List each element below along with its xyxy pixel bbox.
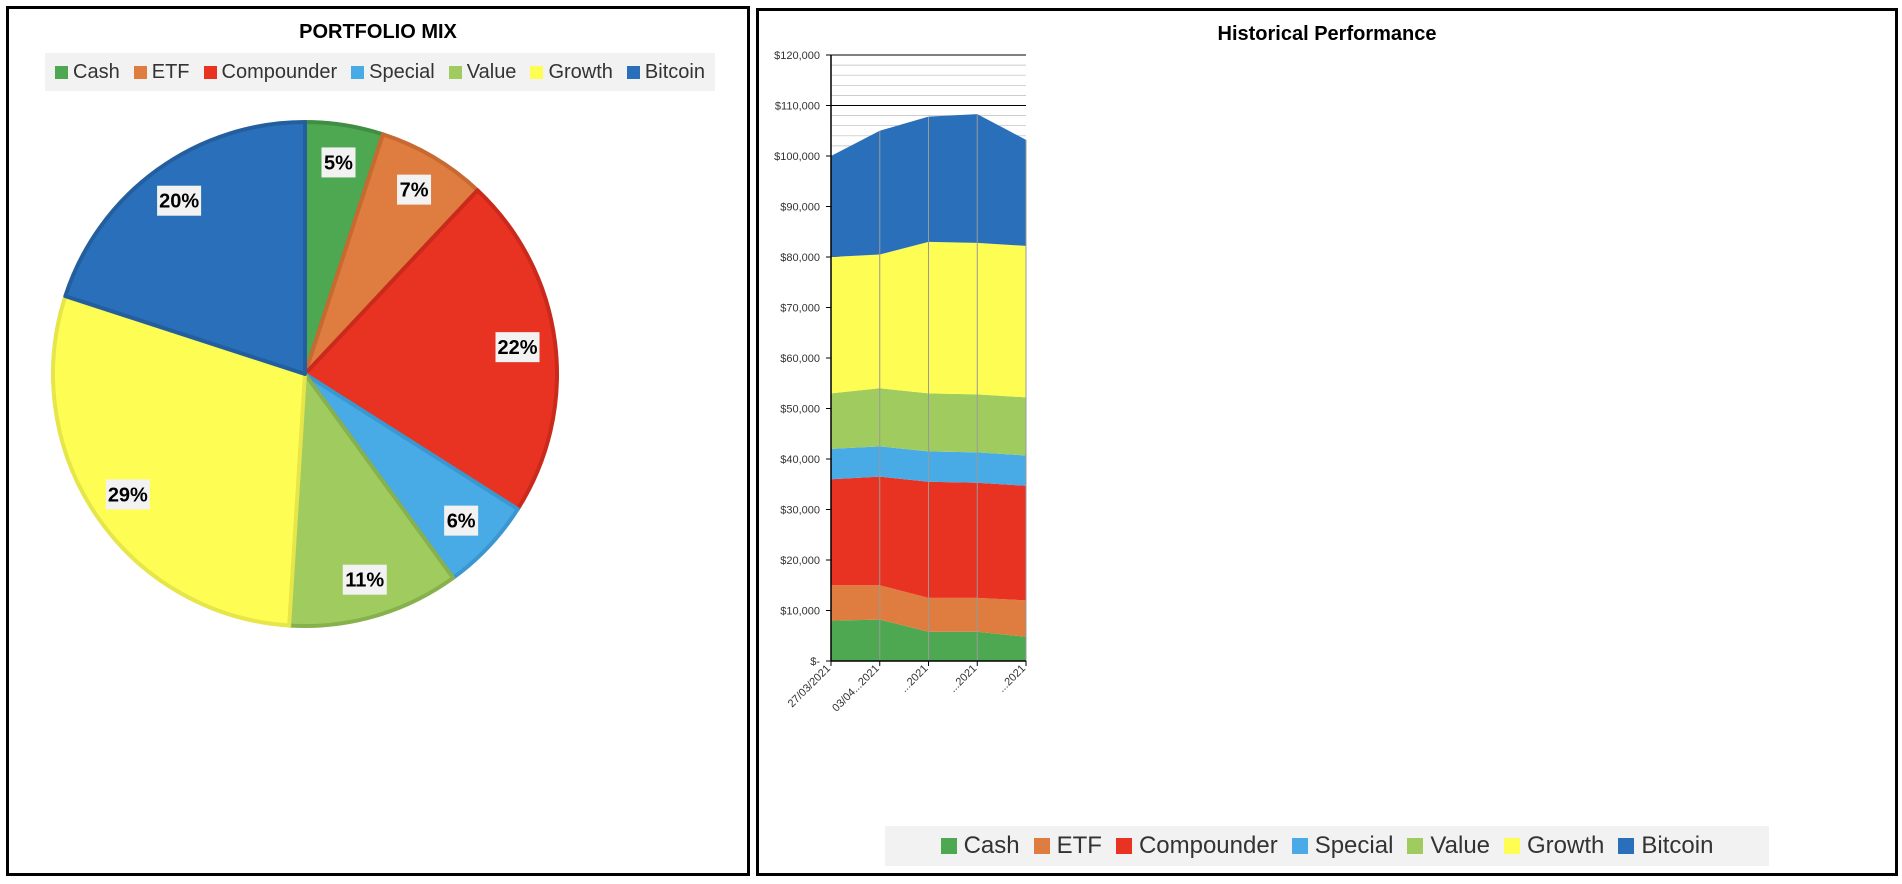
pie-legend-item-cash: Cash [55,61,120,84]
y-tick-label: $100,000 [774,151,820,163]
pie-data-label-value: 11% [342,564,387,595]
area-legend-item-bitcoin: Bitcoin [1618,832,1713,860]
area-legend-item-growth: Growth [1504,832,1604,860]
x-tick-label: 27/03/2021 [786,663,833,710]
legend-swatch [1291,838,1308,854]
y-tick-label: $10,000 [780,606,820,618]
area-legend-item-etf: ETF [1033,832,1102,860]
pie-legend-item-special: Special [351,61,435,84]
legend-label: Value [466,60,517,83]
legend-label: Compounder [1138,832,1278,859]
legend-swatch [940,838,957,854]
pie-slice-value [287,372,456,628]
portfolio-mix-panel: PORTFOLIO MIX Cash ETF Compounder Special Va… [6,6,750,876]
legend-swatch [1033,838,1050,854]
pie-data-label-text: 20% [159,191,199,213]
y-tick-label: $110,000 [775,101,820,113]
y-tick-label: $50,000 [780,404,820,416]
legend-swatch [1618,838,1635,854]
legend-swatch [1504,838,1521,854]
historical-performance-panel: Historical Performance $- $10,000 $20,000 $… [756,8,1898,876]
pie-slice-etf [303,132,480,376]
legend-swatch [351,65,365,79]
pie-data-label-cash: 5% [321,147,356,178]
legend-swatch [530,65,544,79]
y-tick-label: $80,000 [780,252,820,264]
area-legend-item-value: Value [1407,832,1490,860]
legend-label: ETF [151,60,190,83]
area-legend-item-special: Special [1291,832,1394,860]
pie-slice-growth [51,294,307,628]
y-tick-label: $120,000 [774,50,820,62]
legend-label: Bitcoin [1641,832,1714,859]
legend-swatch [203,65,217,79]
legend-label: Growth [548,60,613,83]
y-tick-label: $40,000 [780,454,820,466]
legend-swatch [626,65,640,79]
legend-label: Cash [73,60,120,83]
legend-label: Value [1430,832,1491,859]
area-chart-title: Historical Performance [1217,23,1437,45]
pie-data-label-text: 5% [324,152,353,174]
pie-chart-title: PORTFOLIO MIX [299,21,457,43]
y-tick-label: $- [810,656,820,668]
legend-swatch [1407,838,1424,854]
pie-legend-item-etf: ETF [133,60,190,84]
y-tick-label: $30,000 [780,505,820,517]
legend-label: Bitcoin [644,60,705,83]
pie-data-label-bitcoin: 20% [157,185,202,216]
pie-data-label-text: 11% [345,570,384,592]
pie-data-label-text: 7% [400,180,429,202]
area-legend-item-compounder: Compounder [1115,832,1278,860]
y-tick-label: $60,000 [780,353,820,365]
area-legend: Cash ETF Compounder Special Value Growth Bitco… [885,826,1769,866]
area-legend-item-cash: Cash [940,832,1020,860]
pie-legend-item-value: Value [448,60,517,84]
pie-legend-item-growth: Growth [530,60,613,84]
legend-label: Compounder [221,60,338,83]
pie-slice-compounder [303,188,559,512]
pie-chart: 5% 7% 22% 6% 11% 29% 20% [51,120,559,628]
pie-data-label-special: 6% [444,505,479,536]
pie-legend: Cash ETF Compounder Special Value Growth Bitco… [45,53,715,91]
y-tick-label: $20,000 [780,555,820,567]
pie-data-label-text: 29% [108,484,148,506]
legend-label: Cash [963,832,1020,859]
x-tick-label: ...2021 [898,663,930,695]
legend-label: Special [369,60,435,83]
legend-label: Growth [1527,832,1605,859]
legend-swatch [133,65,147,79]
y-tick-label: $90,000 [780,202,820,214]
x-tick-label: ...2021 [947,663,979,695]
pie-slice-bitcoin [63,120,307,376]
pie-data-label-etf: 7% [397,174,432,205]
legend-swatch [55,65,69,79]
y-tick-label: $70,000 [780,303,820,315]
x-tick-label: ...2021 [996,663,1028,695]
area-chart: $- $10,000 $20,000 $30,000 $40,000 $50,000 $60… [774,50,1028,714]
x-tick-label: 03/04...2021 [830,663,882,715]
pie-data-label-compounder: 22% [495,332,540,363]
y-tick-labels: $- $10,000 $20,000 $30,000 $40,000 $50,000 $60… [774,50,831,668]
legend-swatch [448,65,462,79]
pie-data-label-growth: 29% [105,479,150,510]
legend-label: ETF [1056,832,1102,859]
pie-data-label-text: 6% [447,511,476,533]
pie-legend-item-compounder: Compounder [203,60,338,84]
pie-data-label-text: 22% [497,337,537,359]
pie-labels: 5% 7% 22% 6% 11% 29% 20% [105,147,540,595]
legend-label: Special [1314,832,1394,859]
pie-legend-item-bitcoin: Bitcoin [626,60,705,84]
legend-swatch [1115,838,1132,854]
category-lines [879,114,1027,661]
